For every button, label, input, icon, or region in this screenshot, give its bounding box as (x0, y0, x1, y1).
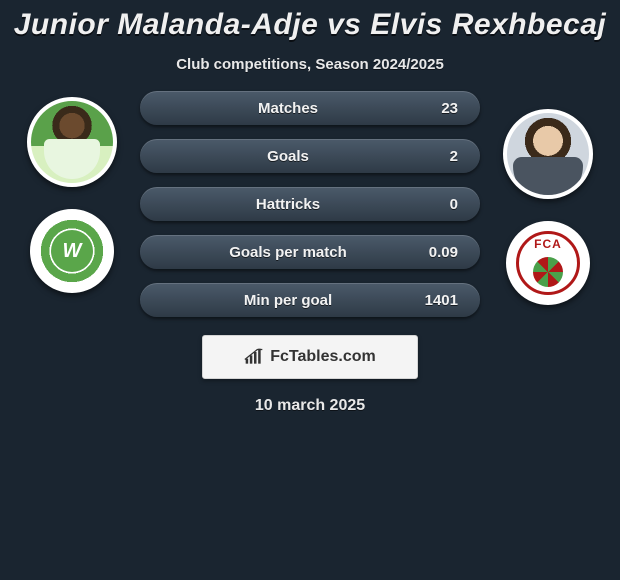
stat-value: 1401 (414, 292, 458, 309)
player-left-club-logo: W (30, 209, 114, 293)
stat-label: Goals per match (162, 244, 414, 261)
infographic-root: Junior Malanda-Adje vs Elvis Rexhbecaj C… (0, 0, 620, 415)
left-player-column: W (22, 91, 122, 293)
comparison-row: W Matches 23 Goals 2 Hattricks 0 Goals p… (0, 91, 620, 317)
stat-row: Matches 23 (140, 91, 480, 125)
stat-label: Matches (162, 100, 414, 117)
stat-label: Min per goal (162, 292, 414, 309)
stat-row: Goals per match 0.09 (140, 235, 480, 269)
stat-label: Hattricks (162, 196, 414, 213)
bar-chart-icon (244, 348, 264, 366)
player-right-avatar (503, 109, 593, 199)
stat-value: 2 (414, 148, 458, 165)
stat-value: 23 (414, 100, 458, 117)
stat-label: Goals (162, 148, 414, 165)
stats-column: Matches 23 Goals 2 Hattricks 0 Goals per… (140, 91, 480, 317)
club-logo-text: FCA (510, 237, 586, 251)
stat-value: 0 (414, 196, 458, 213)
stat-row: Goals 2 (140, 139, 480, 173)
club-logo-ball-icon (533, 257, 563, 287)
club-logo-letter: W (51, 230, 93, 272)
stat-row: Hattricks 0 (140, 187, 480, 221)
player-right-club-logo: FCA (506, 221, 590, 305)
right-player-column: FCA (498, 91, 598, 305)
subtitle: Club competitions, Season 2024/2025 (0, 56, 620, 73)
stat-value: 0.09 (414, 244, 458, 261)
page-title: Junior Malanda-Adje vs Elvis Rexhbecaj (0, 8, 620, 42)
brand-text: FcTables.com (270, 348, 376, 366)
player-left-avatar (27, 97, 117, 187)
date-text: 10 march 2025 (0, 397, 620, 415)
stat-row: Min per goal 1401 (140, 283, 480, 317)
brand-badge: FcTables.com (202, 335, 418, 379)
